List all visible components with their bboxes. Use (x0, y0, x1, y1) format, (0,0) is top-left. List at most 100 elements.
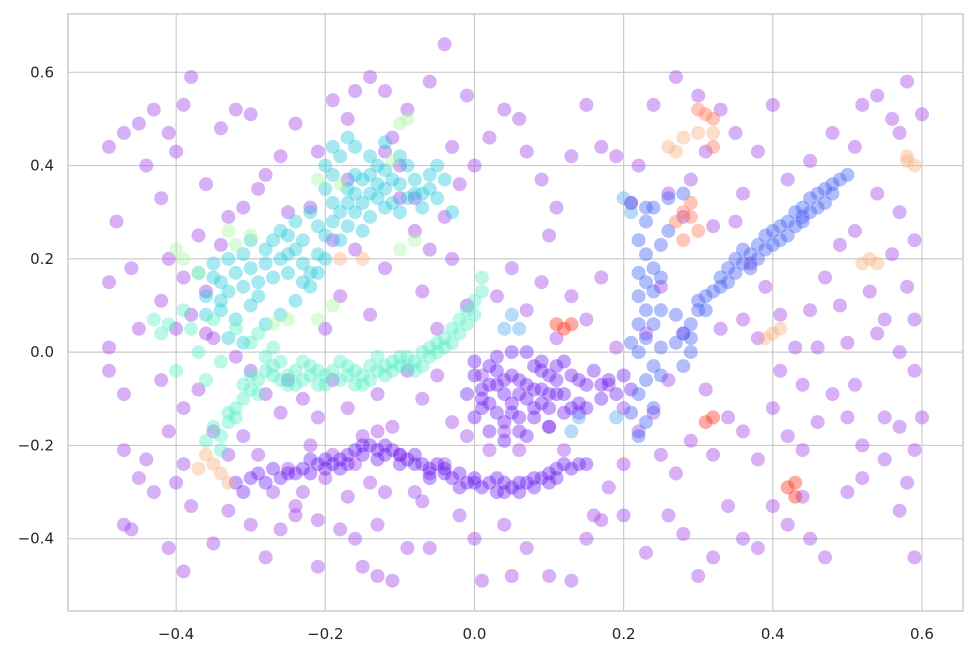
scatter-point (646, 261, 661, 276)
scatter-point (497, 433, 512, 448)
scatter-point (310, 247, 325, 262)
scatter-point (407, 191, 422, 206)
scatter-point (676, 326, 691, 341)
scatter-point (213, 275, 228, 290)
scatter-point (594, 139, 609, 154)
scatter-point (228, 401, 243, 416)
scatter-point (355, 429, 370, 444)
scatter-point (318, 452, 333, 467)
scatter-point (728, 214, 743, 229)
scatter-point (340, 219, 355, 234)
scatter-point (780, 480, 795, 495)
scatter-point (325, 298, 340, 313)
scatter-point (378, 181, 392, 196)
scatter-point (273, 354, 288, 369)
scatter-point (900, 475, 915, 490)
scatter-point (407, 233, 422, 248)
scatter-point (169, 144, 184, 159)
scatter-point (482, 377, 497, 392)
scatter-point (571, 405, 586, 420)
scatter-point (437, 457, 452, 472)
scatter-point (363, 438, 378, 453)
scatter-point (370, 191, 385, 206)
scatter-point (788, 475, 803, 490)
scatter-point (616, 191, 631, 206)
scatter-point (228, 321, 243, 336)
scatter-point (698, 415, 713, 430)
scatter-point (430, 158, 445, 173)
scatter-point (728, 251, 743, 266)
scatter-point (527, 382, 542, 397)
scatter-point (325, 214, 340, 229)
scatter-point (266, 233, 281, 248)
scatter-point (251, 181, 266, 196)
scatter-point (400, 452, 415, 467)
scatter-point (467, 531, 482, 546)
scatter-point (295, 256, 310, 271)
scatter-point (176, 303, 191, 318)
scatter-point (653, 279, 668, 294)
scatter-point (303, 368, 318, 383)
scatter-point (579, 312, 594, 327)
scatter-point (445, 251, 460, 266)
scatter-point (542, 401, 557, 416)
scatter-point (340, 111, 355, 126)
scatter-point (422, 181, 437, 196)
scatter-point (400, 102, 415, 117)
scatter-point (624, 405, 639, 420)
scatter-point (310, 219, 325, 234)
scatter-point (571, 396, 586, 411)
scatter-point (855, 471, 870, 486)
scatter-point (370, 443, 385, 458)
scatter-point (176, 270, 191, 285)
scatter-point (818, 195, 832, 210)
x-tick-label: −0.4 (158, 625, 194, 643)
scatter-point (146, 485, 161, 500)
scatter-point (243, 107, 258, 122)
scatter-point (780, 517, 795, 532)
scatter-point (363, 186, 378, 201)
scatter-point (288, 508, 303, 523)
scatter-point (407, 186, 422, 201)
scatter-point (124, 261, 139, 276)
scatter-point (333, 373, 348, 388)
scatter-point (527, 471, 542, 486)
scatter-point (281, 373, 295, 388)
scatter-point (713, 270, 728, 285)
scatter-point (154, 326, 169, 341)
scatter-point (303, 205, 318, 220)
scatter-point (460, 387, 474, 402)
scatter-point (422, 471, 437, 486)
scatter-point (236, 247, 251, 262)
scatter-point (318, 368, 333, 383)
scatter-point (706, 111, 721, 126)
scatter-point (430, 321, 445, 336)
scatter-point (661, 191, 676, 206)
scatter-point (124, 522, 139, 537)
scatter-point (213, 121, 228, 136)
scatter-point (340, 172, 355, 187)
scatter-point (385, 172, 400, 187)
scatter-point (497, 424, 512, 439)
scatter-point (228, 349, 243, 364)
scatter-point (795, 443, 810, 458)
scatter-point (519, 144, 534, 159)
scatter-point (497, 373, 512, 388)
scatter-point (512, 485, 527, 500)
scatter-point (542, 368, 557, 383)
scatter-point (832, 298, 847, 313)
scatter-point (445, 415, 460, 430)
y-tick-label: 0.0 (30, 343, 54, 361)
scatter-point (303, 200, 318, 215)
scatter-point (161, 251, 176, 266)
scatter-point (303, 265, 318, 280)
scatter-point (176, 97, 191, 112)
scatter-point (832, 172, 847, 187)
scatter-point (378, 359, 392, 374)
scatter-point (325, 195, 340, 210)
scatter-point (266, 485, 281, 500)
scatter-point (363, 373, 378, 388)
scatter-point (348, 242, 363, 257)
scatter-point (191, 265, 206, 280)
scatter-point (437, 466, 452, 481)
